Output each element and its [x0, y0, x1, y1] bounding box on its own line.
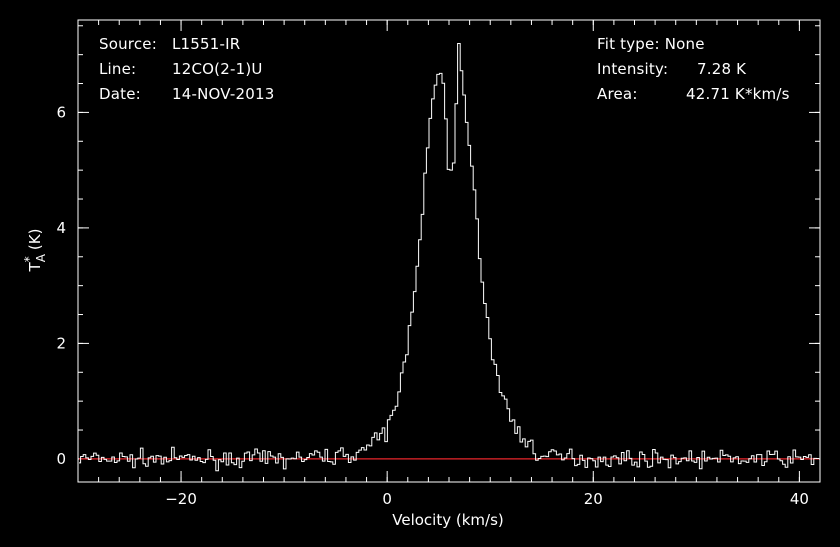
y-axis-label-main: T	[26, 261, 44, 272]
area-label: Area:	[597, 85, 638, 103]
header-line: Line: 12CO(2-1)U	[99, 60, 263, 78]
svg-text:T*A(K): T*A (K)	[22, 229, 48, 273]
axis-tick-labels: −20 0 20 40 0 2 4 6	[56, 103, 808, 508]
axis-ticks	[77, 20, 821, 482]
intensity-label: Intensity:	[597, 60, 669, 78]
area-value: 42.71 K*km/s	[686, 85, 790, 103]
header-area: Area: 42.71 K*km/s	[597, 85, 790, 103]
x-tick-label: −20	[165, 490, 197, 508]
date-label: Date:	[99, 85, 141, 103]
y-axis-label-sub: A	[34, 253, 48, 262]
y-tick-label: 2	[56, 334, 66, 352]
header-intensity: Intensity: 7.28 K	[597, 60, 746, 78]
y-tick-label: 6	[56, 103, 66, 121]
x-tick-label: 0	[382, 490, 392, 508]
y-axis-label: T*A (K)	[22, 229, 48, 273]
source-label: Source:	[99, 35, 157, 53]
intensity-value: 7.28 K	[697, 60, 747, 78]
header-fit: Fit type: None	[597, 35, 705, 53]
source-value: L1551-IR	[172, 35, 241, 53]
x-axis-label: Velocity (km/s)	[392, 511, 503, 529]
spectrum-line	[79, 43, 819, 472]
y-tick-label: 0	[56, 450, 66, 468]
line-label: Line:	[99, 60, 137, 78]
x-tick-label: 20	[584, 490, 603, 508]
y-tick-label: 4	[56, 219, 66, 237]
fit-value: None	[664, 35, 705, 53]
fit-label: Fit type:	[597, 35, 660, 53]
header-date: Date: 14-NOV-2013	[99, 85, 274, 103]
y-axis-label-sup: *	[22, 256, 36, 262]
y-axis-label-unit: (K)	[26, 229, 44, 251]
header-source: Source: L1551-IR	[99, 35, 240, 53]
x-tick-label: 40	[790, 490, 809, 508]
line-value: 12CO(2-1)U	[172, 60, 263, 78]
date-value: 14-NOV-2013	[172, 85, 275, 103]
